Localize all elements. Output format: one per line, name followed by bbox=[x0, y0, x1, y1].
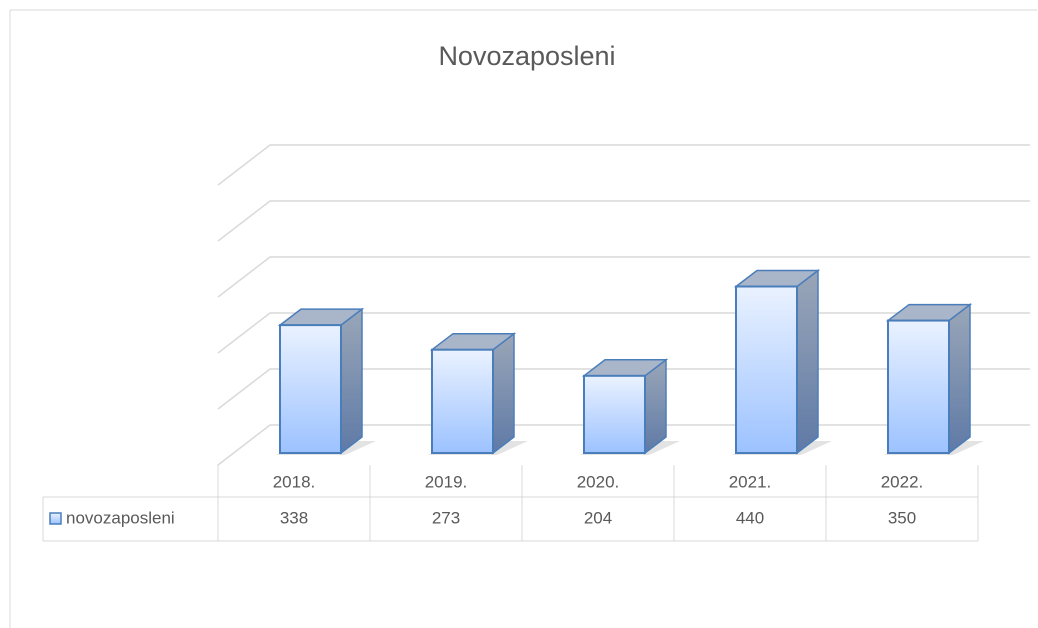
bar bbox=[887, 319, 950, 454]
grid-line bbox=[217, 200, 1030, 242]
table-value: 350 bbox=[888, 508, 916, 527]
floor-edge bbox=[217, 424, 271, 466]
x-tick-label: 2021. bbox=[729, 472, 772, 491]
table-value: 440 bbox=[736, 508, 764, 527]
x-tick-label: 2018. bbox=[273, 472, 316, 491]
bar-side bbox=[948, 303, 971, 455]
legend-label: novozaposleni bbox=[66, 508, 175, 527]
legend-key bbox=[49, 512, 62, 525]
bar-side bbox=[340, 307, 363, 455]
x-tick-label: 2020. bbox=[577, 472, 620, 491]
x-tick-label: 2019. bbox=[425, 472, 468, 491]
chart-title: Novozaposleni bbox=[438, 41, 615, 71]
table-value: 273 bbox=[432, 508, 460, 527]
bar-side bbox=[492, 332, 515, 455]
bar-side bbox=[796, 268, 819, 455]
bar bbox=[583, 374, 646, 455]
table-value: 338 bbox=[280, 508, 308, 527]
grid-line bbox=[217, 256, 1030, 298]
bar bbox=[279, 324, 342, 455]
grid-line bbox=[217, 144, 1030, 186]
bar bbox=[431, 348, 494, 454]
bar bbox=[735, 285, 798, 454]
table-value: 204 bbox=[584, 508, 612, 527]
x-tick-label: 2022. bbox=[881, 472, 924, 491]
